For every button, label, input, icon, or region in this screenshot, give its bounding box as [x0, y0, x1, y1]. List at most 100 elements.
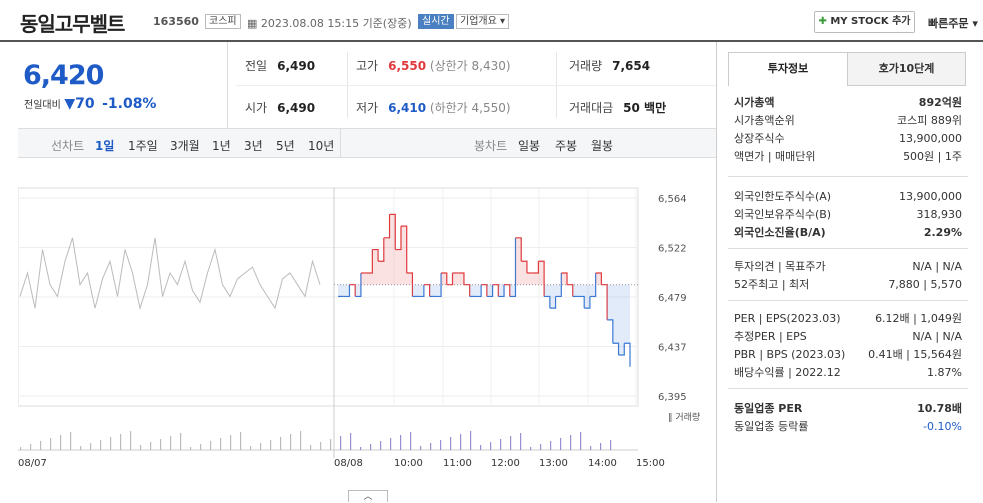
tab-1year[interactable]: 1년 — [212, 139, 231, 153]
price-segment — [504, 284, 511, 297]
area-segment — [406, 272, 413, 285]
volume-bar — [30, 444, 32, 450]
price-segment — [589, 272, 597, 298]
price-segment — [555, 272, 562, 298]
info-value: N/A | N/A — [912, 260, 962, 273]
prev-day-line — [19, 237, 321, 311]
tab-1week[interactable]: 1주일 — [128, 139, 158, 153]
stock-title: 동일고무벨트 — [20, 12, 125, 36]
timestamp: ▦ 2023.08.08 15:15 기준(장중) — [247, 15, 412, 31]
area-segment — [435, 284, 442, 297]
info-low: 저가 6,410 (하한가 4,550) — [356, 99, 511, 116]
collapse-button[interactable]: ︿ — [348, 490, 388, 502]
area-segment — [509, 284, 516, 297]
volume-bar — [350, 433, 352, 450]
open-value: 6,490 — [277, 101, 316, 115]
volume-bar — [200, 444, 202, 450]
info-key: 투자의견 | 목표주가 — [734, 260, 826, 273]
price-segment — [544, 295, 551, 309]
volume-bar — [170, 436, 172, 450]
area-segment — [532, 272, 539, 285]
price-segment — [549, 296, 557, 309]
area-segment — [549, 284, 556, 309]
volume-bar — [430, 443, 432, 450]
info-high: 고가 6,550 (상한가 8,430) — [356, 57, 511, 74]
area-segment — [412, 284, 419, 297]
volume-bar — [590, 446, 592, 450]
info-value: N/A | N/A — [912, 330, 962, 343]
info-value: 13,900,000 — [899, 132, 962, 145]
info-value: -0.10% — [923, 420, 962, 433]
price-segment — [618, 343, 625, 356]
volume-bar — [490, 442, 492, 450]
info-key: 외국인한도주식수(A) — [734, 190, 832, 203]
tab-order-book[interactable]: 호가10단계 — [847, 52, 966, 86]
volume-bar — [210, 441, 212, 450]
volume-bar — [90, 443, 92, 450]
info-value: 13,900,000 — [899, 190, 962, 203]
prev-label: 전일 — [245, 59, 268, 73]
tab-investment-info[interactable]: 투자정보 — [728, 52, 848, 86]
area-segment — [595, 272, 602, 285]
info-key: PBR | BPS (2023.03) — [734, 348, 846, 361]
volume-bar — [230, 435, 232, 450]
volume-bar — [520, 433, 522, 450]
info-key: 상장주식수 — [734, 132, 785, 145]
divider — [236, 85, 716, 86]
company-overview-button[interactable]: 기업개요 ▾ — [456, 14, 510, 29]
mystock-button[interactable]: ✚ MY STOCK 추가 — [814, 11, 915, 33]
area-segment — [572, 284, 579, 297]
area-segment — [589, 284, 596, 297]
tab-weekly-candle[interactable]: 주봉 — [555, 139, 578, 153]
area-segment — [372, 249, 379, 285]
price-segment — [509, 237, 517, 298]
info-value: 1.87% — [927, 366, 962, 379]
realtime-button[interactable]: 실시간 — [418, 14, 454, 29]
price-segment — [441, 272, 448, 285]
tab-3year[interactable]: 3년 — [244, 139, 263, 153]
y-tick-label: 6,395 — [658, 392, 687, 403]
y-tick-label: 6,564 — [658, 194, 687, 205]
tab-1day[interactable]: 1일 — [95, 139, 115, 153]
area-segment — [366, 272, 373, 285]
price-segment — [578, 295, 585, 309]
tab-3month[interactable]: 3개월 — [170, 139, 200, 153]
area-segment — [561, 272, 568, 285]
volume-bar — [290, 434, 292, 450]
volume-bar — [530, 447, 532, 450]
info-row: PER | EPS(2023.03) 6.12배 | 1,049원 — [734, 310, 962, 328]
open-label: 시가 — [245, 101, 268, 115]
quick-order-button[interactable]: 빠른주문 ▾ — [928, 15, 978, 31]
tab-10year[interactable]: 10년 — [308, 139, 335, 153]
volume-bar — [360, 447, 362, 450]
volume-bar — [60, 435, 62, 450]
volume-bar — [380, 441, 382, 450]
info-row: 투자의견 | 목표주가 N/A | N/A — [734, 258, 962, 276]
divider — [728, 300, 968, 301]
tab-monthly-candle[interactable]: 월봉 — [591, 139, 614, 153]
info-value: 2.29% — [923, 226, 962, 239]
volume-bar — [480, 445, 482, 450]
volume-bar — [460, 434, 462, 450]
volume-label: ‖ 거래량 — [668, 411, 700, 423]
price-segment — [601, 284, 608, 320]
area-segment — [486, 284, 493, 297]
prev-value: 6,490 — [277, 59, 316, 73]
price-segment — [567, 284, 574, 297]
price-segment — [561, 272, 568, 285]
tab-5year[interactable]: 5년 — [276, 139, 295, 153]
price-segment — [389, 213, 396, 250]
info-row: 액면가 | 매매단위 500원 | 1주 — [734, 148, 962, 166]
area-segment — [624, 284, 630, 344]
mystock-label: MY STOCK 추가 — [830, 16, 911, 27]
volume-bar — [510, 436, 512, 450]
y-tick-label: 6,479 — [658, 293, 687, 304]
price-chart[interactable]: 6,564 6,522 6,479 6,437 6,395 08/07 08/08 10:00… — [18, 158, 716, 468]
price-segment — [372, 248, 379, 262]
info-row: 52주최고 | 최저 7,880 | 5,570 — [734, 276, 962, 294]
info-row: 외국인소진율(B/A) 2.29% — [734, 224, 962, 242]
tab-daily-candle[interactable]: 일봉 — [518, 139, 541, 153]
info-prev: 전일 6,490 — [245, 57, 315, 74]
price-segment — [355, 272, 362, 298]
amount-label: 거래대금 — [569, 101, 614, 115]
